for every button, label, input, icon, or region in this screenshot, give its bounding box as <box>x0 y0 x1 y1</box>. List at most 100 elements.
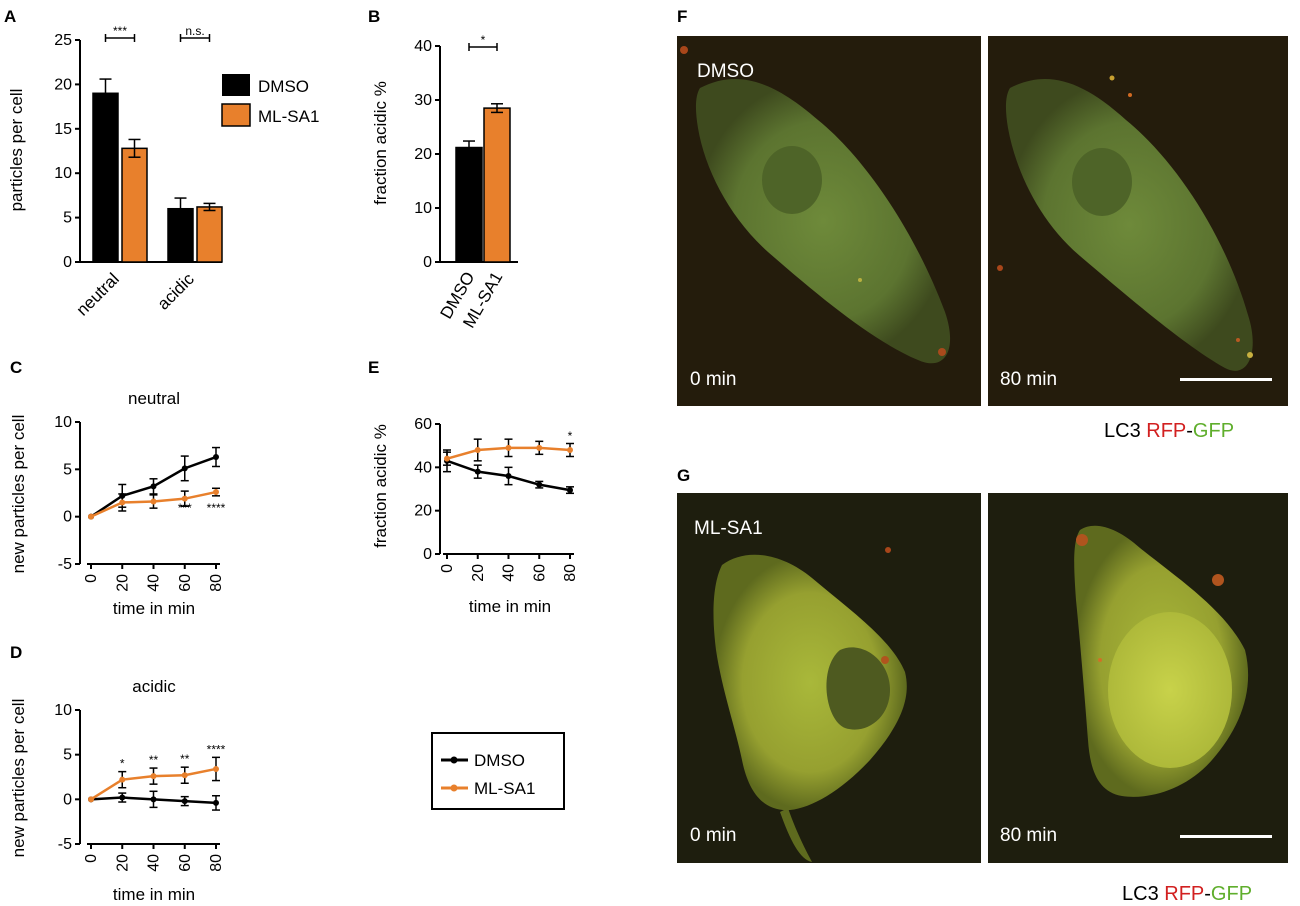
micrograph-g-80min: 80 min <box>988 493 1288 863</box>
panel-d-point <box>119 794 126 801</box>
panel-d-sig-label: * <box>120 757 125 771</box>
panel-a-legend: DMSO ML-SA1 <box>221 74 319 127</box>
panel-d-point <box>213 799 219 806</box>
micrograph-g-condition: ML-SA1 <box>694 518 763 539</box>
legend-swatch-mlsa1 <box>221 103 251 127</box>
panel-d-point <box>150 773 157 780</box>
panel-d-ytick-label: 5 <box>63 747 72 764</box>
panel-a-ytick-label: 5 <box>63 210 72 227</box>
panel-d-xtick-label: 60 <box>177 854 194 872</box>
panel-d-title: acidic <box>132 677 176 696</box>
panel-e-xtick-label: 20 <box>470 564 487 582</box>
panel-label-b: B <box>368 7 380 26</box>
panel-c-point <box>181 465 188 472</box>
panel-e-point <box>444 455 450 462</box>
micrograph-f-time-right: 80 min <box>1000 369 1057 390</box>
panel-e-ylabel: fraction acidic % <box>371 424 390 548</box>
panel-d-point <box>181 798 188 805</box>
panel-a-sig-label: *** <box>113 24 127 38</box>
panel-e-ytick-label: 60 <box>414 416 432 433</box>
panel-a-sig-label: n.s. <box>185 24 204 38</box>
panel-d-ylabel: new particles per cell <box>9 699 28 858</box>
panel-e-point <box>567 487 573 494</box>
panel-label-a: A <box>4 7 16 26</box>
panel-c-ytick-label: -5 <box>58 556 72 573</box>
nucleus-f-0-icon <box>762 146 822 214</box>
panel-e-point <box>505 444 512 451</box>
panel-b-bar <box>483 107 511 263</box>
panel-a-xtick-label: acidic <box>154 269 199 314</box>
legend-label-dmso: DMSO <box>258 77 309 96</box>
panel-c-point <box>119 499 126 506</box>
scale-bar-f <box>1180 378 1272 381</box>
caption-f: LC3 RFP-GFP <box>1104 420 1234 442</box>
panel-d-xtick-label: 0 <box>83 854 100 863</box>
panel-a-ytick-label: 10 <box>54 165 72 182</box>
panel-c-xtick-label: 0 <box>83 574 100 583</box>
line-legend-mlsa1-marker <box>450 784 458 792</box>
panel-a-bar <box>121 147 148 263</box>
panel-d-ytick-label: -5 <box>58 836 72 853</box>
line-legend-dmso-label: DMSO <box>474 751 525 770</box>
panel-a-xtick-label: neutral <box>73 269 123 319</box>
panel-e-ytick-label: 40 <box>414 459 432 476</box>
panel-e: E fraction acidic % time in min 02040600… <box>368 358 579 616</box>
panel-d-point <box>119 776 126 783</box>
panel-b-ytick-label: 10 <box>414 200 432 217</box>
line-legend-box <box>431 732 565 810</box>
panel-c-xlabel: time in min <box>113 599 195 618</box>
panel-e-point <box>567 447 573 453</box>
panel-d-xlabel: time in min <box>113 885 195 904</box>
scale-bar-g <box>1180 835 1272 838</box>
panel-c-ylabel: new particles per cell <box>9 415 28 574</box>
micrograph-g-time-right: 80 min <box>1000 825 1057 846</box>
panel-c-point <box>213 489 219 496</box>
panel-b-bar <box>455 146 483 263</box>
panel-b-ylabel: fraction acidic % <box>371 81 390 205</box>
micrograph-f-condition: DMSO <box>697 61 754 82</box>
panel-c-ytick-label: 5 <box>63 461 72 478</box>
panel-e-plot: 0 20 40 60 0 20 40 60 80 * <box>414 416 579 582</box>
cell-g-0-icon <box>713 554 907 811</box>
panel-d-xtick-label: 80 <box>208 854 225 872</box>
panel-d-ytick-label: 0 <box>63 791 72 808</box>
panel-e-ytick-label: 0 <box>423 546 432 563</box>
panel-e-sig-label: * <box>568 429 573 443</box>
panel-c-xtick-label: 80 <box>208 574 225 592</box>
nucleus-g-0-icon <box>826 647 890 730</box>
panel-label-e: E <box>368 358 379 377</box>
panel-a-ytick-label: 0 <box>63 254 72 271</box>
line-legend-mlsa1-label: ML-SA1 <box>474 779 535 798</box>
panel-label-g: G <box>677 466 690 485</box>
panel-d-sig-label: **** <box>207 742 226 756</box>
panel-d-sig-label: ** <box>180 752 190 766</box>
panel-b-ytick-label: 40 <box>414 38 432 55</box>
panel-c-xtick-label: 40 <box>146 574 163 592</box>
panel-d-xtick-label: 40 <box>146 854 163 872</box>
micrograph-g-time-left: 0 min <box>690 825 736 846</box>
panel-c-point <box>181 495 188 502</box>
panel-d-point <box>150 796 157 803</box>
cell-f-80-icon <box>1005 78 1253 371</box>
panel-e-xtick-label: 60 <box>531 564 548 582</box>
panel-label-d: D <box>10 643 22 662</box>
panel-d-ytick-label: 10 <box>54 702 72 719</box>
micrograph-f-80min: 80 min <box>988 36 1288 406</box>
panel-e-point <box>536 481 543 488</box>
panel-d: D acidic new particles per cell time in … <box>9 643 226 904</box>
panel-b-ytick-label: 0 <box>423 254 432 271</box>
cell-f-0-icon <box>695 78 951 364</box>
panel-e-xtick-label: 80 <box>562 564 579 582</box>
line-legend: DMSO ML-SA1 <box>431 732 565 810</box>
panel-label-c: C <box>10 358 22 377</box>
panel-c-point <box>150 483 157 490</box>
panel-c-xtick-label: 60 <box>177 574 194 592</box>
panel-a: A particles per cell 0 5 10 15 20 25 neutral **… <box>4 7 319 320</box>
panel-a-ytick-label: 15 <box>54 121 72 138</box>
legend-label-mlsa1: ML-SA1 <box>258 107 319 126</box>
panel-e-xtick-label: 0 <box>439 564 456 573</box>
